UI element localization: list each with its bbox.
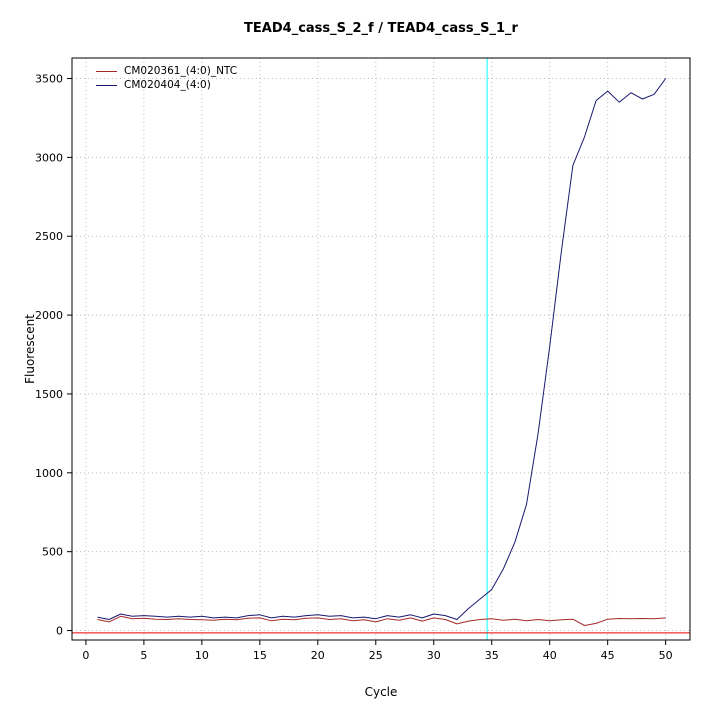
svg-text:0: 0 [82,649,89,662]
svg-text:0: 0 [56,625,63,638]
svg-text:2500: 2500 [35,230,63,243]
svg-text:3000: 3000 [35,151,63,164]
svg-text:500: 500 [42,546,63,559]
line-swatch-icon [96,70,117,72]
chart-title: TEAD4_cass_S_2_f / TEAD4_cass_S_1_r [244,21,518,36]
x-axis-label: Cycle [364,685,398,699]
svg-text:2000: 2000 [35,309,63,322]
svg-text:40: 40 [543,649,557,662]
legend-label-ntc: CM020361_(4:0)_NTC [124,65,238,77]
line-swatch-icon [96,84,117,86]
svg-text:30: 30 [427,649,441,662]
legend-item-ntc: CM020361_(4:0)_NTC [96,64,237,78]
svg-text:20: 20 [311,649,325,662]
legend-item-sample: CM020404_(4:0) [96,78,237,92]
legend-label-sample: CM020404_(4:0) [124,79,211,91]
y-axis-label: Fluorescent [23,314,37,384]
legend: CM020361_(4:0)_NTC CM020404_(4:0) [96,64,237,92]
svg-text:1500: 1500 [35,388,63,401]
svg-text:50: 50 [659,649,673,662]
svg-text:5: 5 [140,649,147,662]
svg-text:25: 25 [369,649,383,662]
svg-text:10: 10 [195,649,209,662]
svg-text:15: 15 [253,649,267,662]
svg-text:45: 45 [601,649,615,662]
svg-text:1000: 1000 [35,467,63,480]
svg-text:35: 35 [485,649,499,662]
svg-text:3500: 3500 [35,73,63,86]
